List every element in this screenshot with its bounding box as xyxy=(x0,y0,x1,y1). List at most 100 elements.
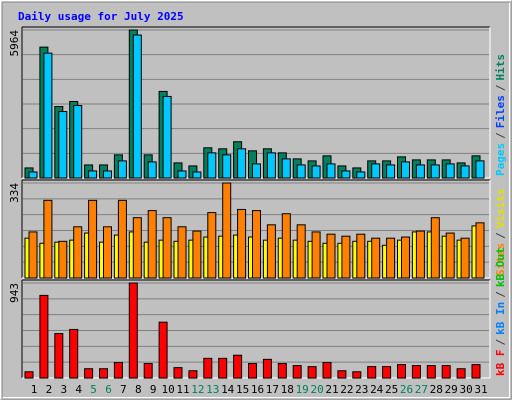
bar xyxy=(460,237,470,279)
legend-entry: Pages xyxy=(494,143,507,176)
bar xyxy=(147,161,157,179)
bar xyxy=(43,199,53,279)
bar xyxy=(445,163,455,179)
bar xyxy=(386,237,396,279)
bar xyxy=(24,371,34,379)
bar xyxy=(222,154,232,179)
x-tick-label: 24 xyxy=(370,383,384,396)
legend-entry: / xyxy=(494,339,507,346)
bar xyxy=(103,170,112,179)
bar xyxy=(296,224,306,279)
bar xyxy=(341,235,351,279)
legend: Pages / Files / Hits xyxy=(494,54,507,176)
bar xyxy=(237,208,247,279)
x-tick-label: 8 xyxy=(135,383,142,396)
bar xyxy=(456,368,466,379)
bar xyxy=(281,213,291,279)
bar xyxy=(307,366,317,379)
bar xyxy=(39,294,49,379)
x-tick-label: 1 xyxy=(31,383,38,396)
x-tick-label: 18 xyxy=(281,383,294,396)
x-tick-label: 31 xyxy=(474,383,487,396)
legend-entry: / xyxy=(494,291,507,298)
x-tick-label: 26 xyxy=(400,383,413,396)
legend-entry: Sites xyxy=(494,243,507,276)
bar xyxy=(73,226,83,279)
bar xyxy=(207,152,217,179)
bar xyxy=(162,95,172,179)
legend-entry: kB F xyxy=(494,350,507,377)
bar xyxy=(401,236,410,279)
bar xyxy=(415,164,425,179)
bar xyxy=(207,212,217,279)
bar xyxy=(322,361,332,379)
bar xyxy=(143,362,153,379)
bar xyxy=(430,217,440,279)
x-tick-label: 6 xyxy=(105,383,112,396)
x-tick-label: 30 xyxy=(459,383,472,396)
bar xyxy=(475,222,485,279)
bar xyxy=(158,321,168,379)
bar xyxy=(326,233,336,279)
bar xyxy=(266,224,276,279)
bar xyxy=(192,230,202,279)
bar xyxy=(281,158,291,179)
bar xyxy=(28,171,38,179)
legend: kB F / kB In / kB Out xyxy=(494,247,507,376)
x-tick-label: 14 xyxy=(221,383,235,396)
legend-entry: Files xyxy=(494,95,507,128)
bar xyxy=(58,111,68,179)
bar xyxy=(326,163,336,179)
bar xyxy=(356,171,366,179)
legend-entry: / xyxy=(494,84,507,91)
bar xyxy=(88,170,98,179)
bar xyxy=(311,165,321,179)
chart-title: Daily usage for July 2025 xyxy=(18,10,184,23)
x-tick-label: 5 xyxy=(90,383,97,396)
bar xyxy=(411,365,421,379)
x-tick-label: 15 xyxy=(236,383,249,396)
legend: Sites / Visits xyxy=(494,189,507,277)
bar xyxy=(266,152,276,179)
bar xyxy=(128,282,138,379)
bar xyxy=(173,367,183,379)
bar xyxy=(99,368,108,379)
bar xyxy=(337,370,347,379)
x-tick-label: 2 xyxy=(46,383,53,396)
bar xyxy=(43,52,53,179)
y-tick-label: 943 xyxy=(8,283,21,303)
bar xyxy=(277,362,287,379)
bar xyxy=(441,365,451,379)
bar xyxy=(103,226,112,279)
legend-entry: kB Out xyxy=(494,247,507,287)
bar xyxy=(426,365,436,379)
bar xyxy=(386,164,396,179)
bar xyxy=(262,358,272,379)
bar xyxy=(475,160,485,179)
bar xyxy=(248,362,257,379)
bar xyxy=(415,230,425,279)
bar xyxy=(58,240,68,279)
y-tick-label: 5964 xyxy=(8,30,21,57)
legend-entry: / xyxy=(494,232,507,239)
bar xyxy=(147,210,157,279)
bar xyxy=(177,170,187,179)
x-tick-label: 13 xyxy=(206,383,219,396)
x-tick-label: 27 xyxy=(415,383,428,396)
legend-entry: Hits xyxy=(494,54,507,81)
x-tick-label: 29 xyxy=(445,383,458,396)
bar xyxy=(177,226,187,279)
x-tick-label: 20 xyxy=(310,383,323,396)
bar xyxy=(69,328,79,379)
bar xyxy=(371,237,381,279)
bar xyxy=(84,368,94,379)
x-tick-label: 17 xyxy=(266,383,279,396)
x-tick-label: 7 xyxy=(120,383,127,396)
bar xyxy=(311,231,321,279)
bar xyxy=(382,366,392,379)
x-tick-label: 12 xyxy=(191,383,204,396)
bar xyxy=(233,354,243,379)
